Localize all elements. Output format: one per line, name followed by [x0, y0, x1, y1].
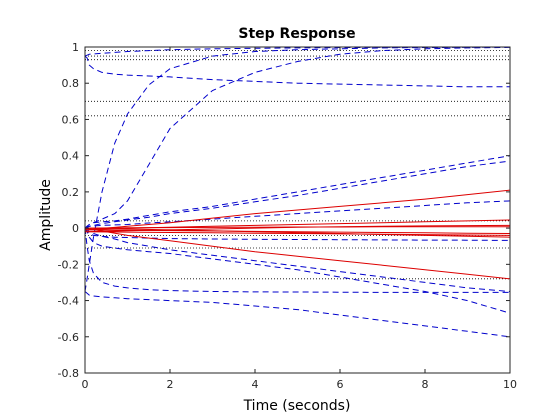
dashed-series-3 — [85, 47, 510, 229]
x-tick-label-5: 10 — [503, 378, 517, 391]
y-tick-label-1: -0.6 — [58, 331, 79, 344]
series-group — [85, 47, 510, 338]
x-tick-label-1: 2 — [167, 378, 174, 391]
x-tick-label-2: 4 — [252, 378, 259, 391]
solid-series-13 — [85, 227, 510, 280]
y-tick-label-9: 1 — [72, 41, 79, 54]
y-tick-label-2: -0.4 — [58, 295, 79, 308]
chart-title: Step Response — [238, 26, 355, 42]
dashed-series-2 — [85, 47, 510, 292]
y-tick-label-3: -0.2 — [58, 258, 79, 271]
dashed-series-8 — [85, 227, 510, 314]
x-tick-label-3: 6 — [337, 378, 344, 391]
solid-series-15 — [85, 227, 510, 238]
dashed-series-6 — [85, 200, 510, 229]
y-tick-label-7: 0.6 — [62, 113, 80, 126]
y-tick-label-8: 0.8 — [62, 77, 80, 90]
x-tick-label-0: 0 — [82, 378, 89, 391]
solid-series-18 — [85, 226, 510, 229]
y-axis-label: Amplitude — [38, 179, 54, 251]
dashed-series-1 — [85, 55, 510, 88]
dashed-series-10 — [85, 228, 510, 293]
x-axis-ticks: 0 2 4 6 8 10 — [82, 47, 517, 391]
solid-series-19 — [85, 229, 510, 234]
x-tick-label-4: 8 — [422, 378, 429, 391]
dashed-series-7 — [85, 291, 510, 338]
dashed-series-11 — [85, 227, 510, 241]
solid-series-17 — [85, 231, 510, 236]
solid-series-12 — [85, 189, 510, 231]
dashed-series-5 — [85, 160, 510, 229]
x-axis-label: Time (seconds) — [243, 398, 351, 414]
y-tick-label-6: 0.4 — [62, 150, 80, 163]
axes-box — [84, 46, 511, 374]
y-tick-label-4: 0 — [72, 222, 79, 235]
y-tick-label-5: 0.2 — [62, 186, 80, 199]
y-axis-ticks: -0.8 -0.6 -0.4 -0.2 0 0.2 0.4 0.6 0.8 1 — [58, 41, 510, 380]
y-tick-label-0: -0.8 — [58, 367, 79, 380]
